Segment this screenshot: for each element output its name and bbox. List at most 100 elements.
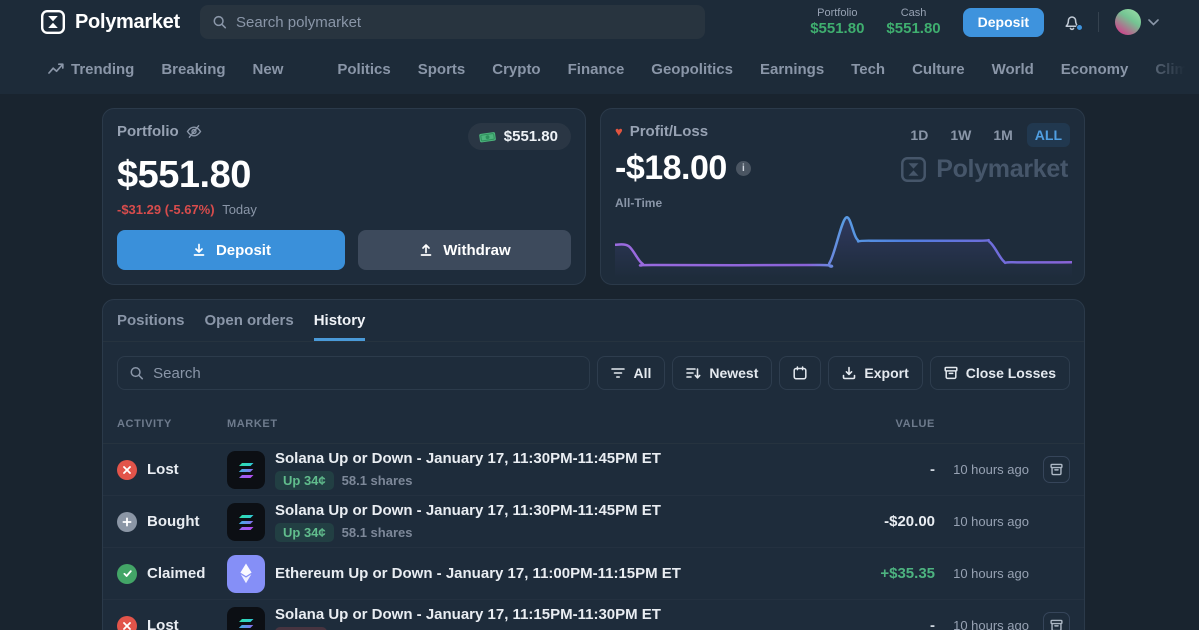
value-cell: - <box>930 617 935 630</box>
polymarket-logo[interactable]: Polymarket <box>40 9 180 35</box>
nav-item-tech[interactable]: Tech <box>851 60 886 78</box>
export-icon <box>843 366 856 380</box>
profit-loss-card: ♥ Profit/Loss 1D 1W 1M ALL -$18.00 i All… <box>600 108 1085 285</box>
topbar-divider <box>1098 12 1099 32</box>
range-1m[interactable]: 1M <box>993 127 1013 143</box>
activity-card: Positions Open orders History All <box>102 299 1085 630</box>
archive-box-icon <box>944 366 958 380</box>
activity-label: Bought <box>147 513 200 530</box>
withdraw-arrow-icon <box>420 244 432 256</box>
sort-newest-button[interactable]: Newest <box>672 356 773 390</box>
filter-all-button[interactable]: All <box>597 356 666 390</box>
close-losses-label: Close Losses <box>965 365 1056 381</box>
table-row[interactable]: Bought Solana Up or Down - January 17, 1… <box>103 496 1084 548</box>
side-pill <box>275 626 327 630</box>
avatar[interactable] <box>1115 9 1141 35</box>
time-cell: 10 hours ago <box>953 462 1029 477</box>
heart-icon: ♥ <box>615 124 623 139</box>
market-title[interactable]: Solana Up or Down - January 17, 11:30PM-… <box>275 501 661 519</box>
market-title[interactable]: Ethereum Up or Down - January 17, 11:00P… <box>275 565 681 582</box>
deposit-button[interactable]: Deposit <box>962 7 1044 37</box>
cash-stat-value: $551.80 <box>886 20 941 37</box>
market-title[interactable]: Solana Up or Down - January 17, 11:30PM-… <box>275 449 661 467</box>
export-button[interactable]: Export <box>828 356 923 390</box>
topbar-right: Portfolio $551.80 Cash $551.80 Deposit <box>788 7 1159 37</box>
portfolio-change: -$31.29 (-5.67%) <box>117 202 215 217</box>
history-search-input[interactable] <box>153 364 579 382</box>
nav-item-politics[interactable]: Politics <box>337 60 391 78</box>
value-cell: - <box>930 461 935 478</box>
range-all[interactable]: ALL <box>1026 123 1070 147</box>
calendar-button[interactable] <box>779 356 822 390</box>
time-cell: 10 hours ago <box>953 514 1029 529</box>
nav-item-sports[interactable]: Sports <box>417 60 466 78</box>
range-1w[interactable]: 1W <box>950 127 972 143</box>
archive-row-button[interactable] <box>1043 456 1070 483</box>
portfolio-stat[interactable]: Portfolio $551.80 <box>810 7 864 37</box>
calendar-icon <box>793 366 807 380</box>
bought-plus-circle-icon <box>117 511 137 532</box>
history-search[interactable] <box>117 356 591 390</box>
card-withdraw-button[interactable]: Withdraw <box>357 230 571 270</box>
solana-icon <box>227 502 265 541</box>
trending-icon <box>48 63 64 74</box>
activity-label: Claimed <box>147 565 206 582</box>
solana-icon <box>227 450 265 489</box>
lost-x-circle-icon <box>117 459 137 480</box>
watermark-logo-icon <box>901 157 927 182</box>
nav-item-culture[interactable]: Culture <box>912 60 965 78</box>
polymarket-logo-icon <box>41 10 66 35</box>
global-search-input[interactable] <box>236 13 693 31</box>
nav-item-trending[interactable]: Trending <box>48 61 134 78</box>
portfolio-balance: $551.80 <box>117 154 251 196</box>
nav-item-economy[interactable]: Economy <box>1060 60 1129 78</box>
claimed-check-circle-icon <box>117 563 137 584</box>
tab-history[interactable]: History <box>313 300 366 341</box>
nav-item-new[interactable]: New <box>252 60 284 78</box>
activity-tabs: Positions Open orders History <box>103 300 1084 342</box>
category-navbar: Trending Breaking New Politics Sports Cr… <box>0 44 1199 94</box>
sort-newest-label: Newest <box>709 365 759 381</box>
range-1d[interactable]: 1D <box>910 127 929 143</box>
side-pill: Up 34¢ <box>275 522 334 542</box>
tab-positions[interactable]: Positions <box>117 311 185 329</box>
eye-slash-icon[interactable] <box>186 124 202 139</box>
nav-item-climate-science[interactable]: Climate & Science <box>1155 60 1199 78</box>
card-deposit-label: Deposit <box>215 241 271 259</box>
col-activity: ACTIVITY <box>117 417 172 430</box>
nav-item-label: Trending <box>71 60 135 78</box>
filter-all-label: All <box>633 365 652 381</box>
archive-row-button[interactable] <box>1043 612 1070 630</box>
nav-item-geopolitics[interactable]: Geopolitics <box>651 60 733 78</box>
portfolio-stat-value: $551.80 <box>810 20 865 37</box>
nav-item-earnings[interactable]: Earnings <box>759 60 825 78</box>
card-deposit-button[interactable]: Deposit <box>117 230 345 270</box>
nav-item-crypto[interactable]: Crypto <box>492 60 541 78</box>
archive-box-icon <box>1050 619 1063 630</box>
global-search[interactable] <box>199 5 705 39</box>
table-row[interactable]: Lost Solana Up or Down - January 17, 11:… <box>103 444 1084 496</box>
tab-open-orders[interactable]: Open orders <box>204 311 294 329</box>
nav-item-breaking[interactable]: Breaking <box>161 60 226 78</box>
market-title[interactable]: Solana Up or Down - January 17, 11:15PM-… <box>275 605 661 623</box>
filter-icon <box>611 368 626 378</box>
shares-label: 58.1 shares <box>341 472 413 488</box>
table-row[interactable]: Claimed Ethereum Up or Down - January 17… <box>103 548 1084 600</box>
portfolio-card-title: Portfolio <box>117 123 179 140</box>
cash-balance-badge[interactable]: $551.80 <box>467 123 571 150</box>
brand-name: Polymarket <box>75 10 180 33</box>
info-icon[interactable]: i <box>735 161 751 176</box>
close-losses-button[interactable]: Close Losses <box>929 356 1070 390</box>
pnl-period: All-Time <box>615 196 663 210</box>
cash-stat[interactable]: Cash $551.80 <box>886 7 940 37</box>
nav-item-finance[interactable]: Finance <box>567 60 625 78</box>
table-row[interactable]: Lost Solana Up or Down - January 17, 11:… <box>103 600 1084 630</box>
top-navbar: Polymarket Portfolio $551.80 Cash $551.8… <box>0 0 1199 44</box>
notifications-button[interactable] <box>1062 12 1083 32</box>
account-menu-button[interactable] <box>1148 18 1159 26</box>
deposit-arrow-icon <box>193 243 205 256</box>
nav-item-world[interactable]: World <box>991 60 1034 78</box>
value-cell: -$20.00 <box>884 513 935 530</box>
archive-box-icon <box>1050 463 1063 476</box>
